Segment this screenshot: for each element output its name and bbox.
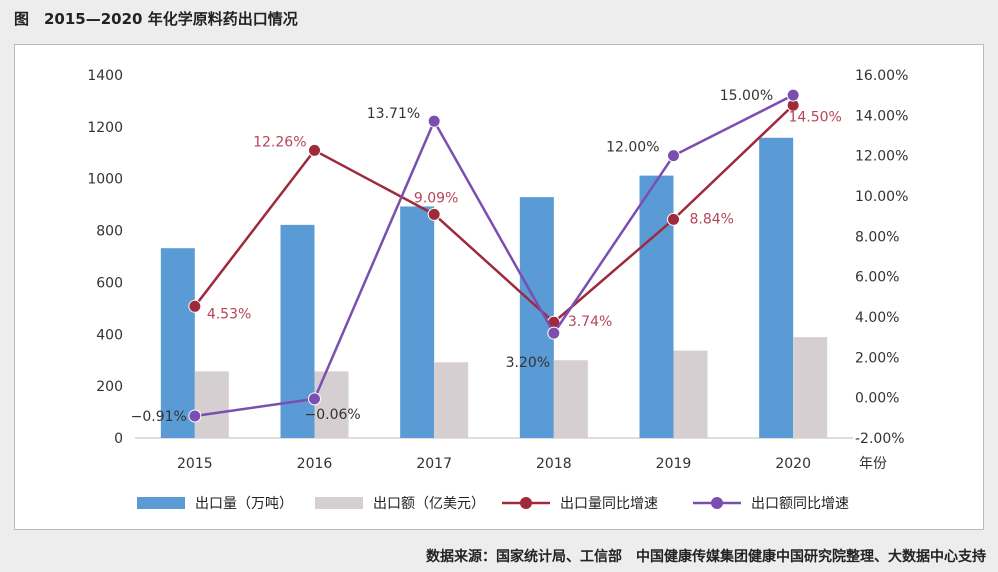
bar-export-volume: [400, 206, 435, 438]
chart-axes: 0 200 400 600 800 1000 1200 1400 -2.00% 0.00% 2.00…: [87, 68, 908, 472]
y-right-tick-label: 10.00%: [855, 189, 908, 205]
point-volume-growth: [667, 212, 680, 226]
y-left-tick-label: 0: [114, 431, 123, 447]
label-volume-growth: 12.26%: [253, 134, 306, 150]
y-left-tick-label: 1200: [87, 120, 123, 136]
y-right-tick-label: 0.00%: [855, 391, 899, 407]
y-right-tick-label: -2.00%: [855, 431, 905, 447]
line-value-growth: [194, 94, 794, 418]
point-value-growth: [188, 409, 202, 423]
legend-label: 出口量同比增速: [560, 496, 658, 512]
label-volume-growth: 14.50%: [788, 109, 841, 125]
chart-frame: 0 200 400 600 800 1000 1200 1400 -2.00% 0.00% 2.00…: [14, 44, 984, 530]
legend-label: 出口量（万吨）: [195, 496, 293, 512]
point-value-growth: [786, 88, 800, 102]
x-tick-label: 2015: [177, 456, 213, 472]
y-left-tick-label: 1400: [87, 68, 123, 84]
bar-export-value: [434, 362, 469, 438]
y-left-tick-label: 200: [96, 379, 123, 395]
line-volume-growth: [193, 104, 795, 324]
bar-export-value: [314, 371, 349, 438]
legend-swatch: [315, 497, 363, 509]
x-tick-label: 2019: [656, 456, 692, 472]
point-volume-growth: [308, 143, 321, 157]
point-volume-growth: [188, 299, 202, 313]
x-tick-label: 2020: [775, 456, 811, 472]
figure-title: 图 2015—2020 年化学原料药出口情况: [14, 10, 298, 28]
y-left-tick-label: 800: [96, 224, 123, 240]
point-value-growth: [308, 392, 321, 406]
y-left-tick-label: 1000: [87, 172, 123, 188]
bar-export-value: [793, 337, 828, 438]
label-volume-growth: 8.84%: [690, 211, 734, 227]
combo-chart: 0 200 400 600 800 1000 1200 1400 -2.00% 0.00% 2.00…: [87, 68, 908, 512]
legend-swatch: [137, 497, 185, 509]
data-source-note: 数据来源：国家统计局、工信部 中国健康传媒集团健康中国研究院整理、大数据中心支持: [426, 549, 986, 565]
y-right-tick-label: 14.00%: [855, 108, 908, 124]
chart-data-labels: 4.53% 12.26% 9.09% 3.74% 8.84% 14.50% −0.91% −0…: [131, 88, 842, 425]
legend-label: 出口额（亿美元）: [373, 496, 485, 512]
legend-marker: [711, 497, 723, 509]
x-tick-label: 2017: [416, 456, 452, 472]
legend-label: 出口额同比增速: [751, 496, 849, 512]
y-right-tick-label: 12.00%: [855, 149, 908, 165]
point-volume-growth: [427, 207, 441, 221]
point-value-growth: [427, 114, 441, 128]
y-right-tick-label: 6.00%: [855, 270, 899, 286]
bar-export-value: [673, 350, 708, 438]
legend-marker: [520, 497, 532, 509]
label-value-growth: −0.06%: [305, 407, 361, 423]
x-axis-label: 年份: [859, 456, 887, 472]
point-value-growth: [547, 326, 561, 340]
bar-export-value: [553, 360, 588, 438]
y-right-tick-label: 8.00%: [855, 229, 899, 245]
label-value-growth: 12.00%: [606, 140, 659, 156]
label-volume-growth: 9.09%: [414, 190, 458, 206]
chart-lines: [188, 88, 800, 423]
label-value-growth: 3.20%: [506, 355, 550, 371]
y-right-tick-label: 16.00%: [855, 68, 908, 84]
label-value-growth: −0.91%: [131, 409, 187, 425]
y-right-tick-label: 2.00%: [855, 350, 899, 366]
y-left-tick-label: 600: [96, 275, 123, 291]
bar-export-volume: [759, 137, 794, 439]
y-left-tick-label: 400: [96, 327, 123, 343]
label-volume-growth: 3.74%: [568, 314, 612, 330]
x-tick-label: 2018: [536, 456, 572, 472]
chart-bars: [160, 137, 828, 439]
bar-export-value: [194, 371, 229, 438]
bar-export-volume: [160, 248, 195, 438]
label-value-growth: 15.00%: [720, 88, 773, 104]
label-value-growth: 13.71%: [367, 106, 420, 122]
point-value-growth: [667, 149, 680, 163]
y-right-tick-label: 4.00%: [855, 310, 899, 326]
bar-export-volume: [639, 175, 674, 439]
chart-legend: 出口量（万吨） 出口额（亿美元） 出口量同比增速 出口额同比增速: [137, 496, 849, 512]
x-tick-label: 2016: [297, 456, 333, 472]
label-volume-growth: 4.53%: [207, 306, 251, 322]
